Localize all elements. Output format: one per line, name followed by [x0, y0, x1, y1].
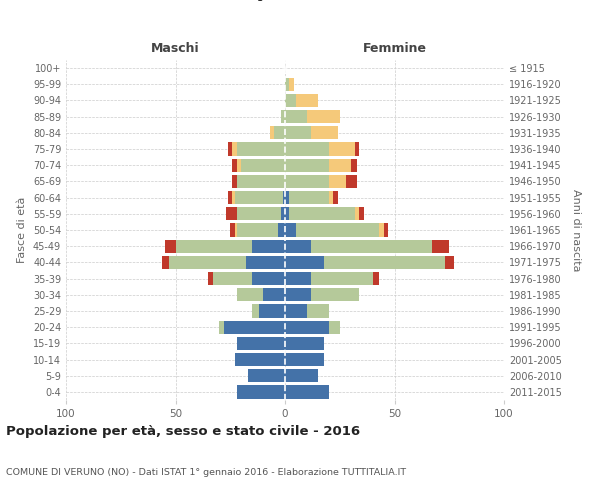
Bar: [285, 224, 296, 236]
Bar: [285, 94, 296, 107]
Bar: [325, 256, 445, 269]
Bar: [285, 207, 289, 220]
Bar: [252, 272, 285, 285]
Bar: [241, 158, 285, 172]
Bar: [379, 224, 383, 236]
Y-axis label: Anni di nascita: Anni di nascita: [571, 188, 581, 271]
Bar: [311, 126, 338, 140]
Bar: [373, 272, 379, 285]
Bar: [285, 369, 318, 382]
Bar: [175, 240, 252, 253]
Bar: [285, 304, 307, 318]
Text: Maschi: Maschi: [151, 42, 200, 55]
Bar: [285, 126, 311, 140]
Bar: [285, 288, 311, 302]
Bar: [237, 336, 285, 350]
Bar: [237, 288, 263, 302]
Bar: [346, 175, 357, 188]
Bar: [237, 158, 241, 172]
Bar: [285, 78, 289, 91]
Bar: [252, 240, 285, 253]
Bar: [259, 304, 285, 318]
Bar: [359, 207, 364, 220]
Bar: [329, 175, 346, 188]
Bar: [283, 191, 285, 204]
Bar: [252, 304, 259, 318]
Bar: [226, 207, 237, 220]
Text: Femmine: Femmine: [362, 42, 427, 55]
Bar: [237, 207, 281, 220]
Legend: Celibi/Nubili, Coniugati/e, Vedovi/e, Divorziati/e: Celibi/Nubili, Coniugati/e, Vedovi/e, Di…: [109, 0, 461, 1]
Bar: [285, 158, 329, 172]
Bar: [237, 224, 278, 236]
Y-axis label: Fasce di età: Fasce di età: [17, 197, 27, 263]
Bar: [235, 224, 237, 236]
Bar: [355, 142, 359, 156]
Bar: [285, 191, 289, 204]
Bar: [351, 158, 357, 172]
Bar: [285, 353, 325, 366]
Bar: [232, 142, 237, 156]
Bar: [281, 110, 285, 124]
Bar: [289, 207, 355, 220]
Bar: [269, 126, 274, 140]
Bar: [383, 224, 388, 236]
Text: Popolazione per età, sesso e stato civile - 2016: Popolazione per età, sesso e stato civil…: [6, 425, 360, 438]
Bar: [285, 272, 311, 285]
Bar: [248, 369, 285, 382]
Bar: [432, 240, 449, 253]
Bar: [163, 256, 169, 269]
Bar: [329, 142, 355, 156]
Bar: [224, 320, 285, 334]
Bar: [278, 224, 285, 236]
Bar: [329, 158, 351, 172]
Bar: [289, 191, 329, 204]
Bar: [307, 304, 329, 318]
Bar: [213, 272, 252, 285]
Bar: [208, 272, 213, 285]
Bar: [311, 240, 432, 253]
Bar: [311, 272, 373, 285]
Bar: [281, 207, 285, 220]
Bar: [445, 256, 454, 269]
Bar: [164, 240, 176, 253]
Bar: [232, 158, 237, 172]
Text: COMUNE DI VERUNO (NO) - Dati ISTAT 1° gennaio 2016 - Elaborazione TUTTITALIA.IT: COMUNE DI VERUNO (NO) - Dati ISTAT 1° ge…: [6, 468, 406, 477]
Bar: [307, 110, 340, 124]
Bar: [285, 336, 325, 350]
Bar: [289, 78, 294, 91]
Bar: [237, 386, 285, 398]
Bar: [296, 224, 379, 236]
Bar: [296, 94, 318, 107]
Bar: [263, 288, 285, 302]
Bar: [232, 175, 237, 188]
Bar: [235, 191, 283, 204]
Bar: [329, 320, 340, 334]
Bar: [355, 207, 359, 220]
Bar: [220, 320, 224, 334]
Bar: [329, 191, 333, 204]
Bar: [285, 142, 329, 156]
Bar: [285, 110, 307, 124]
Bar: [285, 386, 329, 398]
Bar: [311, 288, 359, 302]
Bar: [237, 142, 285, 156]
Bar: [230, 224, 235, 236]
Bar: [285, 256, 325, 269]
Bar: [274, 126, 285, 140]
Bar: [232, 191, 235, 204]
Bar: [333, 191, 338, 204]
Bar: [285, 175, 329, 188]
Bar: [228, 191, 232, 204]
Bar: [285, 240, 311, 253]
Bar: [237, 175, 285, 188]
Bar: [235, 353, 285, 366]
Bar: [169, 256, 245, 269]
Bar: [245, 256, 285, 269]
Bar: [228, 142, 232, 156]
Bar: [285, 320, 329, 334]
